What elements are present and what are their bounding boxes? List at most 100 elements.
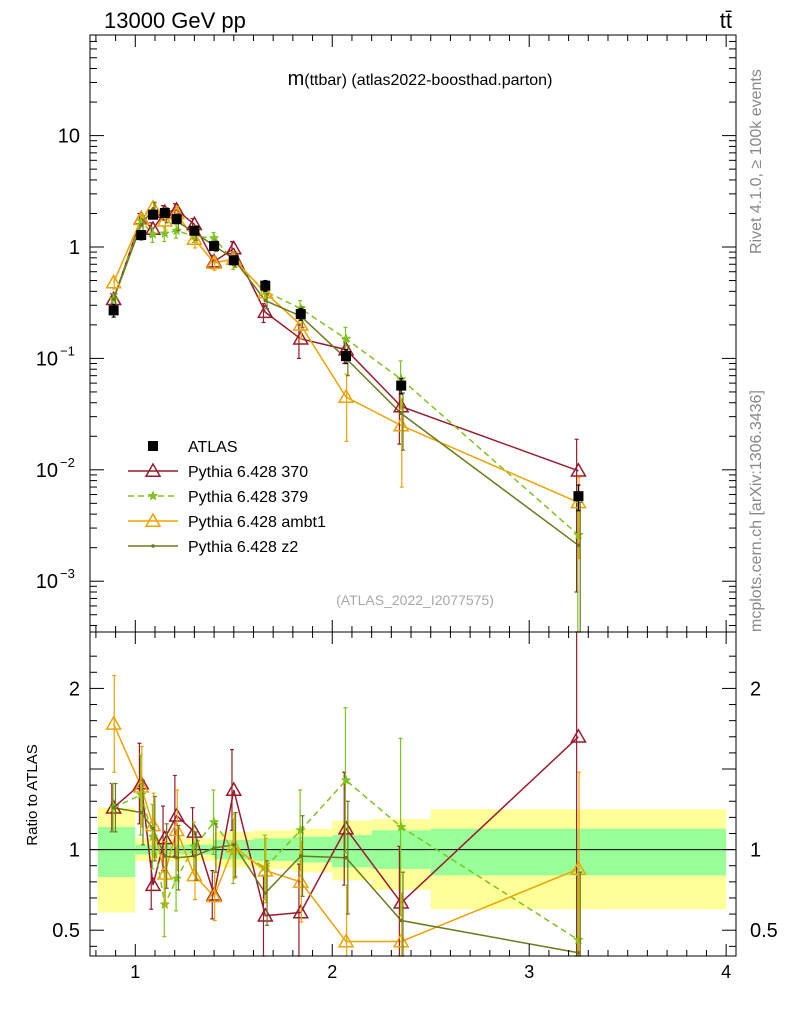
legend: ATLAS Pythia 6.428 370 Pythia 6.428 379 Pyt… <box>128 439 326 556</box>
y-tick-label-main-1: 1 <box>69 237 80 259</box>
process-label: tt̄ <box>720 8 732 33</box>
y-tick-label-ratio-0: 2 <box>69 678 80 700</box>
ratio-series-3-point-11 <box>399 918 403 923</box>
ratio-series-3-point-1 <box>139 810 144 815</box>
main-series-0-point-12 <box>570 462 587 477</box>
data-point-5 <box>189 225 200 236</box>
legend-label-2: Pythia 6.428 ambt1 <box>188 514 326 531</box>
main-series-3-point-0 <box>111 297 116 301</box>
x-tick-label-3: 4 <box>721 962 731 982</box>
data-point-3 <box>159 207 170 218</box>
ratio-series-3-point-5 <box>192 854 197 858</box>
main-series-1-point-2 <box>147 228 159 239</box>
main-panel-frame <box>89 34 737 633</box>
ratio-band-inner-5 <box>332 835 372 868</box>
ratio-series-3-point-4 <box>174 855 179 860</box>
y-tick-label-ratio-1: 1 <box>69 840 80 862</box>
main-series-line-1 <box>112 219 579 536</box>
ratio-series-2-point-12 <box>570 860 587 875</box>
main-series-2-point-11 <box>392 416 410 432</box>
main-series-3-point-11 <box>399 411 403 416</box>
ratio-series-2-point-6 <box>205 887 223 903</box>
ratio-series-2-point-7 <box>225 837 243 853</box>
ratio-series-0-point-2 <box>144 876 162 892</box>
ratio-series-3-point-3 <box>163 854 167 858</box>
ratio-series-2-point-10 <box>337 932 355 948</box>
ratio-series-2-point-4 <box>168 821 185 837</box>
data-point-9 <box>295 309 306 320</box>
data-point-10 <box>341 351 352 362</box>
main-series-2-point-9 <box>292 316 310 331</box>
y-tick-label-ratio-right-1: 1 <box>750 840 761 862</box>
ratio-series-1-point-9 <box>295 824 307 835</box>
data-point-1 <box>136 230 147 241</box>
legend-marker-0 <box>144 462 162 477</box>
analysis-watermark: (ATLAS_2022_I2077575) <box>336 592 494 608</box>
main-series-0-point-8 <box>256 303 274 319</box>
ratio-series-0-point-8 <box>256 907 274 922</box>
ratio-series-2-point-3 <box>156 865 174 880</box>
data-point-4 <box>171 214 182 225</box>
data-point-7 <box>228 255 239 266</box>
plot-title: m(ttbar) (atlas2022-boosthad.parton) <box>288 68 553 90</box>
title-rest: (ttbar) (atlas2022-boosthad.parton) <box>304 72 552 89</box>
ratio-series-3-point-12 <box>576 950 581 955</box>
legend-label-3: Pythia 6.428 z2 <box>188 539 298 556</box>
data-point-6 <box>209 241 220 252</box>
legend-marker-data <box>148 441 158 451</box>
ratio-series-2-point-0 <box>105 715 122 730</box>
main-series-2-point-0 <box>105 274 122 289</box>
y-tick-label-main-2: 10 <box>36 348 58 370</box>
legend-label-0: Pythia 6.428 370 <box>188 464 308 481</box>
ratio-band-inner-0 <box>97 827 136 878</box>
ratio-series-1-point-11 <box>395 821 407 832</box>
title-main: m <box>288 68 305 90</box>
main-series-2-point-5 <box>186 230 203 245</box>
data-point-8 <box>260 280 271 291</box>
ratio-series-3-point-8 <box>263 891 268 895</box>
ratio-series-3-point-0 <box>111 805 116 810</box>
ratio-y-label: Ratio to ATLAS <box>24 744 41 845</box>
main-series-1-point-3 <box>159 227 171 239</box>
ratio-series-3-point-6 <box>212 846 216 850</box>
ratio-series-3-point-2 <box>151 826 155 831</box>
ratio-series-3-point-9 <box>298 854 303 858</box>
ratio-series-0-point-12 <box>570 728 587 743</box>
main-series-2-point-3 <box>156 212 174 227</box>
main-series-3-point-12 <box>576 543 581 548</box>
ratio-series-2-point-8 <box>256 862 274 877</box>
x-tick-label-1: 2 <box>327 962 337 982</box>
ratio-series-2-point-9 <box>292 873 310 888</box>
y-tick-label-main-3: 10 <box>36 460 58 482</box>
legend-marker-1 <box>147 490 159 501</box>
legend-marker-2 <box>144 512 162 527</box>
main-series-3-point-8 <box>263 298 268 303</box>
y-tick-label-main-4: 10 <box>36 571 58 593</box>
main-series-0-point-9 <box>292 330 310 345</box>
ratio-panel-frame <box>89 631 737 957</box>
main-series-line-3 <box>112 207 579 546</box>
main-series-2-point-6 <box>205 254 223 269</box>
data-point-0 <box>108 305 119 316</box>
x-tick-label-0: 1 <box>130 962 140 982</box>
y-tick-label-ratio-right-0: 2 <box>750 678 761 700</box>
ratio-series-2-point-2 <box>144 816 162 832</box>
x-tick-label-2: 3 <box>524 962 534 982</box>
ratio-series-1-point-10 <box>340 774 352 785</box>
energy-label: 13000 GeV pp <box>104 8 246 33</box>
data-point-2 <box>148 209 159 220</box>
ratio-series-2-point-11 <box>392 932 410 948</box>
main-series-2-point-8 <box>256 284 274 299</box>
y-tick-label-ratio-2: 0.5 <box>52 920 80 942</box>
mcplots-label: mcplots.cern.ch [arXiv:1306.3436] <box>748 390 765 632</box>
legend-marker-3 <box>151 544 155 548</box>
main-series-1-point-10 <box>340 333 352 344</box>
ratio-series-3-point-10 <box>344 855 348 860</box>
rivet-label: Rivet 4.1.0, ≥ 100k events <box>748 69 765 254</box>
legend-label-data: ATLAS <box>188 439 238 456</box>
data-point-12 <box>573 491 584 502</box>
y-tick-exp-main-2: −1 <box>60 343 75 358</box>
y-tick-exp-main-3: −2 <box>60 455 75 470</box>
main-series-2-point-10 <box>337 388 355 404</box>
